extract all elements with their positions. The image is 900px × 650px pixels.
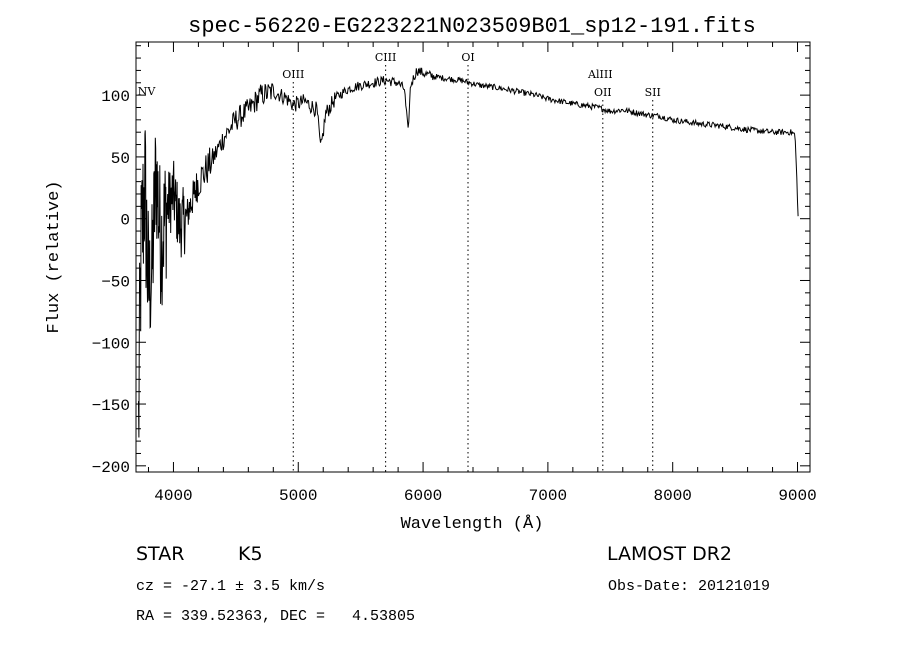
spectral-line-label: SII	[645, 86, 661, 99]
y-tick-labels: −200 −150 −100 −50 0 50 100	[92, 88, 130, 477]
y-tick-label: −50	[101, 273, 130, 291]
coordinates: RA = 339.52363, DEC = 4.53805	[136, 608, 415, 625]
y-tick-label: 0	[120, 212, 130, 230]
y-tick-label: −100	[92, 335, 130, 353]
y-axis-label: Flux (relative)	[45, 180, 64, 333]
spectral-line-label: OI	[461, 51, 474, 64]
x-tick-labels: 4000 5000 6000 7000 8000 9000	[154, 487, 816, 505]
object-class: STAR	[136, 543, 184, 565]
spectral-line-label: NV	[138, 85, 157, 98]
x-tick-label: 8000	[654, 487, 692, 505]
spectrum-line	[138, 67, 799, 438]
x-tick-label: 5000	[279, 487, 317, 505]
spectral-line-label: AlIII	[587, 68, 613, 81]
plot-frame	[135, 41, 811, 473]
y-tick-label: −200	[92, 459, 130, 477]
x-tick-label: 7000	[529, 487, 567, 505]
observation-date: Obs-Date: 20121019	[608, 578, 770, 595]
y-tick-label: 100	[101, 88, 130, 106]
x-tick-label: 9000	[778, 487, 816, 505]
spectral-line-label: OII	[594, 86, 612, 99]
y-tick-label: −150	[92, 397, 130, 415]
x-tick-label: 6000	[404, 487, 442, 505]
axis-ticks	[136, 42, 810, 472]
chart-title: spec-56220-EG223221N023509B01_sp12-191.f…	[188, 14, 756, 39]
x-axis-label: Wavelength (Å)	[401, 515, 544, 534]
x-tick-label: 4000	[154, 487, 192, 505]
survey-name: LAMOST DR2	[607, 543, 732, 565]
object-subclass: K5	[238, 543, 263, 565]
spectral-line-markers: NV OIII CIII OI AlIII OII SII	[138, 51, 661, 472]
spectral-line-label: OIII	[282, 68, 304, 81]
y-tick-label: 50	[111, 150, 130, 168]
spectral-line-label: CIII	[375, 51, 396, 64]
redshift-value: cz = -27.1 ± 3.5 km/s	[136, 578, 325, 595]
